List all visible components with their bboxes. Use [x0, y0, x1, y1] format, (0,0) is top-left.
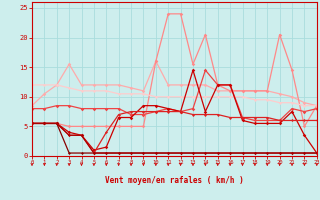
X-axis label: Vent moyen/en rafales ( km/h ): Vent moyen/en rafales ( km/h ) [105, 176, 244, 185]
